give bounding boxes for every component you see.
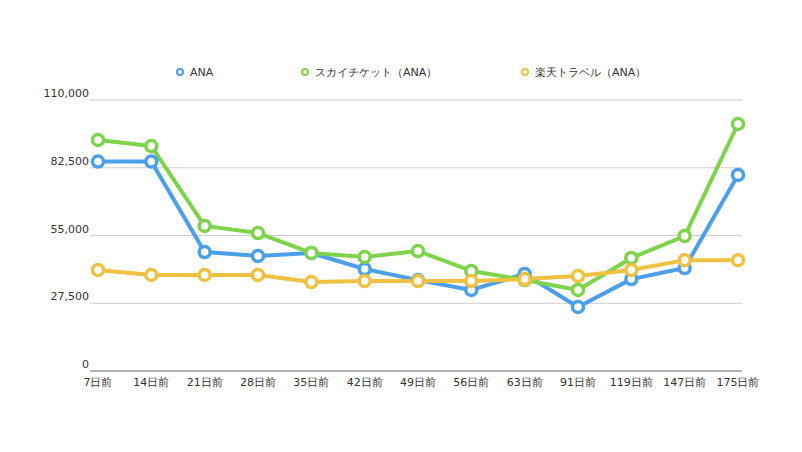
point-marker (146, 156, 157, 167)
point-marker (626, 264, 637, 275)
point-marker (573, 270, 584, 281)
x-tick-label: 21日前 (187, 376, 223, 389)
grid-line (90, 235, 742, 236)
point-marker (733, 169, 744, 180)
point-marker (146, 141, 157, 152)
x-tick-label: 63日前 (507, 376, 543, 389)
legend-item: スカイチケット（ANA） (302, 66, 437, 79)
point-marker (359, 251, 370, 262)
legend-label: スカイチケット（ANA） (315, 66, 437, 79)
x-tick-label: 56日前 (453, 376, 489, 389)
x-tick-label: 7日前 (84, 376, 113, 389)
legend-label: 楽天トラベル（ANA） (535, 66, 646, 79)
y-axis (90, 100, 91, 371)
y-tick-label: 0 (82, 358, 89, 371)
plot-area (93, 118, 744, 312)
point-marker (573, 301, 584, 312)
point-marker (199, 269, 210, 280)
point-marker (679, 255, 690, 266)
y-tick-label: 110,000 (44, 87, 90, 100)
point-marker (93, 134, 104, 145)
point-marker (306, 247, 317, 258)
point-marker (626, 252, 637, 263)
point-marker (413, 275, 424, 286)
legend-marker (522, 69, 528, 75)
x-tick-label: 175日前 (717, 376, 760, 389)
point-marker (519, 274, 530, 285)
x-tick-label: 119日前 (610, 376, 653, 389)
point-marker (466, 276, 477, 287)
grid-line (90, 100, 742, 101)
chart: 0 27,500 55,000 82,500 110,000 7日前 14日前 21日前 28日… (0, 0, 802, 452)
x-tick-label: 49日前 (400, 376, 436, 389)
legend-marker (177, 69, 183, 75)
point-marker (253, 250, 264, 261)
grid-line (90, 167, 742, 168)
x-tick-label: 35日前 (293, 376, 329, 389)
legend-marker (302, 69, 308, 75)
legend-item: ANA (177, 66, 214, 79)
point-marker (146, 269, 157, 280)
point-marker (199, 220, 210, 231)
point-marker (573, 284, 584, 295)
point-marker (359, 264, 370, 275)
point-marker (93, 156, 104, 167)
series-line (98, 162, 738, 307)
point-marker (199, 247, 210, 258)
x-axis (90, 371, 742, 372)
point-marker (679, 230, 690, 241)
y-tick-label: 82,500 (51, 155, 90, 168)
grid-line (90, 303, 742, 304)
x-tick-label: 91日前 (560, 376, 596, 389)
point-marker (359, 276, 370, 287)
point-marker (519, 275, 530, 286)
grid-line (90, 371, 742, 372)
point-marker (93, 264, 104, 275)
x-tick-label: 28日前 (240, 376, 276, 389)
series-line (98, 124, 738, 290)
legend-label: ANA (190, 66, 214, 79)
point-marker (733, 118, 744, 129)
point-marker (733, 255, 744, 266)
point-marker (253, 228, 264, 239)
point-marker (253, 269, 264, 280)
point-marker (306, 277, 317, 288)
x-tick-label: 147日前 (663, 376, 706, 389)
legend-item: 楽天トラベル（ANA） (522, 66, 646, 79)
x-tick-label: 42日前 (347, 376, 383, 389)
grid (90, 100, 742, 371)
y-tick-label: 55,000 (51, 223, 90, 236)
point-marker (413, 276, 424, 287)
y-tick-label: 27,500 (51, 290, 90, 303)
point-marker (413, 246, 424, 257)
point-marker (306, 247, 317, 258)
x-tick-label: 14日前 (133, 376, 169, 389)
